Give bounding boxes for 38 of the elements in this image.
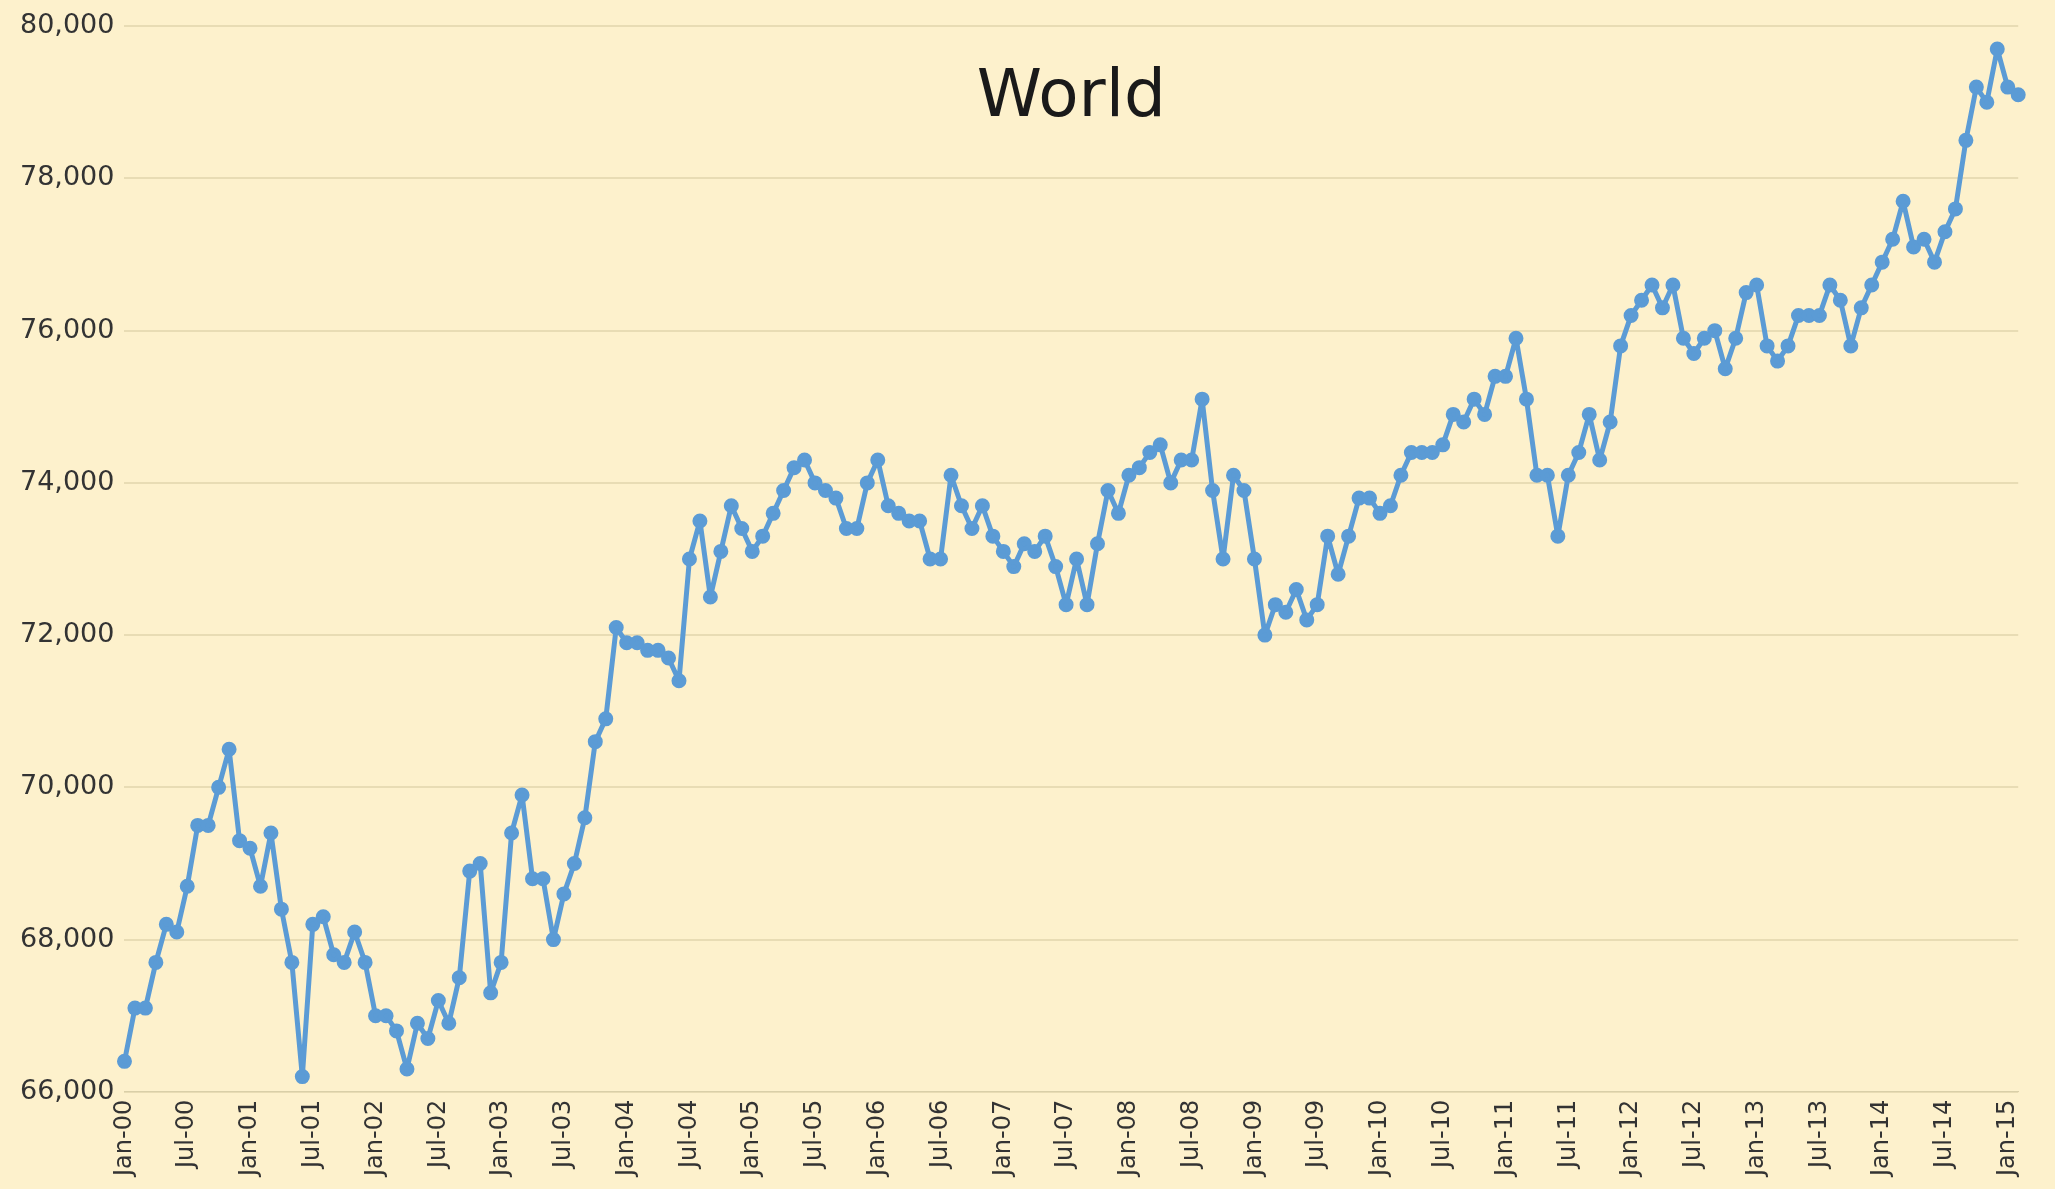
x-tick-label: Jan-09 [1238,1099,1267,1179]
x-tick-label: Jul-06 [924,1099,953,1170]
x-tick-label: Jan-02 [359,1099,388,1179]
x-tick-label: Jul-13 [1803,1099,1832,1170]
x-tick-label: Jan-04 [610,1099,639,1179]
x-tick-label: Jul-02 [422,1099,451,1170]
x-tick-label: Jan-11 [1489,1099,1518,1179]
x-tick-label: Jan-12 [1615,1099,1644,1179]
x-tick-label: Jan-08 [1113,1099,1142,1179]
x-tick-label: Jul-14 [1929,1099,1958,1170]
y-tick-label: 80,000 [19,8,115,40]
x-tick-label: Jul-03 [548,1099,577,1170]
x-tick-label: Jul-10 [1426,1099,1455,1170]
text: World [976,55,1166,133]
x-tick-label: Jul-12 [1678,1099,1707,1170]
x-tick-label: Jan-13 [1740,1099,1769,1179]
y-tick-label: 68,000 [19,921,115,953]
y-tick-label: 78,000 [19,160,115,192]
x-tick-label: Jan-05 [736,1099,765,1179]
x-tick-label: Jul-09 [1301,1099,1330,1170]
x-tick-label: Jan-14 [1866,1099,1895,1179]
x-tick-label: Jul-11 [1552,1099,1581,1170]
y-tick-label: 72,000 [19,617,115,649]
x-tick-label: Jul-04 [673,1099,702,1170]
y-tick-label: 74,000 [19,464,115,496]
x-tick-label: Jul-05 [799,1099,828,1170]
y-tick-label: 70,000 [19,769,115,801]
x-tick-label: Jul-08 [1175,1099,1204,1170]
x-tick-label: Jul-01 [297,1099,326,1170]
x-tick-label: Jan-01 [234,1099,263,1179]
x-tick-label: Jan-03 [485,1099,514,1179]
y-tick-label: 76,000 [19,312,115,344]
x-tick-label: Jan-15 [1991,1099,2020,1179]
x-tick-label: Jan-10 [1364,1099,1393,1179]
x-tick-label: Jul-07 [1050,1099,1079,1170]
x-tick-label: Jan-06 [862,1099,891,1179]
x-tick-label: Jul-00 [171,1099,200,1170]
x-tick-label: Jan-07 [987,1099,1016,1179]
